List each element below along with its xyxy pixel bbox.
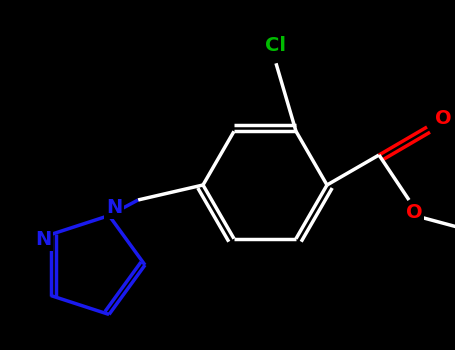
Text: N: N bbox=[106, 198, 122, 217]
Text: N: N bbox=[35, 230, 51, 249]
Text: O: O bbox=[435, 110, 451, 128]
Text: Cl: Cl bbox=[266, 36, 287, 55]
Text: O: O bbox=[406, 203, 422, 222]
